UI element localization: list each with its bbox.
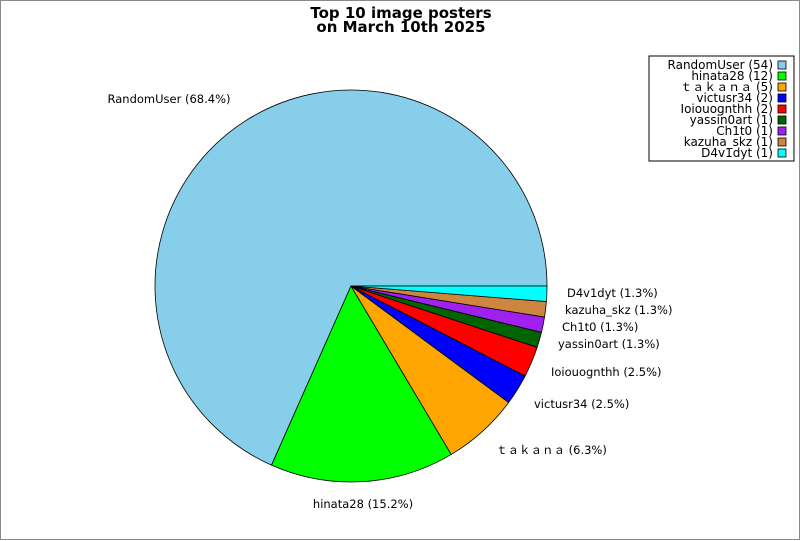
pie-slices <box>154 89 548 483</box>
legend-label-1: hinata28 (12) <box>691 69 773 83</box>
legend-swatch-4 <box>777 104 787 114</box>
legend: RandomUser (54)hinata28 (12)ｔａｋａｎａ (5)vi… <box>648 55 795 162</box>
pie-label-8: D4v1dyt (1.3%) <box>567 286 658 300</box>
legend-label-7: kazuha_skz (1) <box>684 135 773 149</box>
legend-label-8: D4v1dyt (1) <box>701 146 773 160</box>
legend-swatch-6 <box>777 126 787 136</box>
legend-swatch-8 <box>777 148 787 158</box>
legend-swatch-0 <box>777 60 787 70</box>
pie-label-7: kazuha_skz (1.3%) <box>565 303 672 317</box>
legend-swatch-7 <box>777 137 787 147</box>
pie-slice-0 <box>154 89 548 466</box>
legend-label-3: victusr34 (2) <box>696 91 773 105</box>
legend-swatch-1 <box>777 71 787 81</box>
legend-box <box>648 55 795 162</box>
legend-label-4: Ioiouognthh (2) <box>681 102 773 116</box>
pie-label-1: hinata28 (15.2%) <box>313 497 413 511</box>
legend-label-6: Ch1t0 (1) <box>716 124 773 138</box>
pie-labels: RandomUser (68.4%) hinata28 (15.2%) ｔａｋａｎａ… <box>108 92 673 511</box>
legend-label-5: yassin0art (1) <box>690 113 773 127</box>
legend-swatch-5 <box>777 115 787 125</box>
legend-swatch-3 <box>777 93 787 103</box>
legend-label-2: ｔａｋａｎａ (5) <box>680 80 773 94</box>
pie-label-3: victusr34 (2.5%) <box>534 397 629 411</box>
legend-label-0: RandomUser (54) <box>668 58 773 72</box>
pie-label-4: Ioiouognthh (2.5%) <box>551 365 662 379</box>
pie-slice-1 <box>270 285 452 483</box>
pie-label-6: Ch1t0 (1.3%) <box>562 320 638 334</box>
pie-label-5: yassin0art (1.3%) <box>558 337 660 351</box>
pie-slice-8 <box>350 285 548 303</box>
pie-label-0: RandomUser (68.4%) <box>108 92 231 106</box>
pie-label-2: ｔａｋａｎａ (6.3%) <box>496 443 607 457</box>
chart-title-line-2: on March 10th 2025 <box>316 18 485 36</box>
chart-title-line-1: Top 10 image posters <box>310 4 491 22</box>
legend-swatch-2 <box>777 82 787 92</box>
